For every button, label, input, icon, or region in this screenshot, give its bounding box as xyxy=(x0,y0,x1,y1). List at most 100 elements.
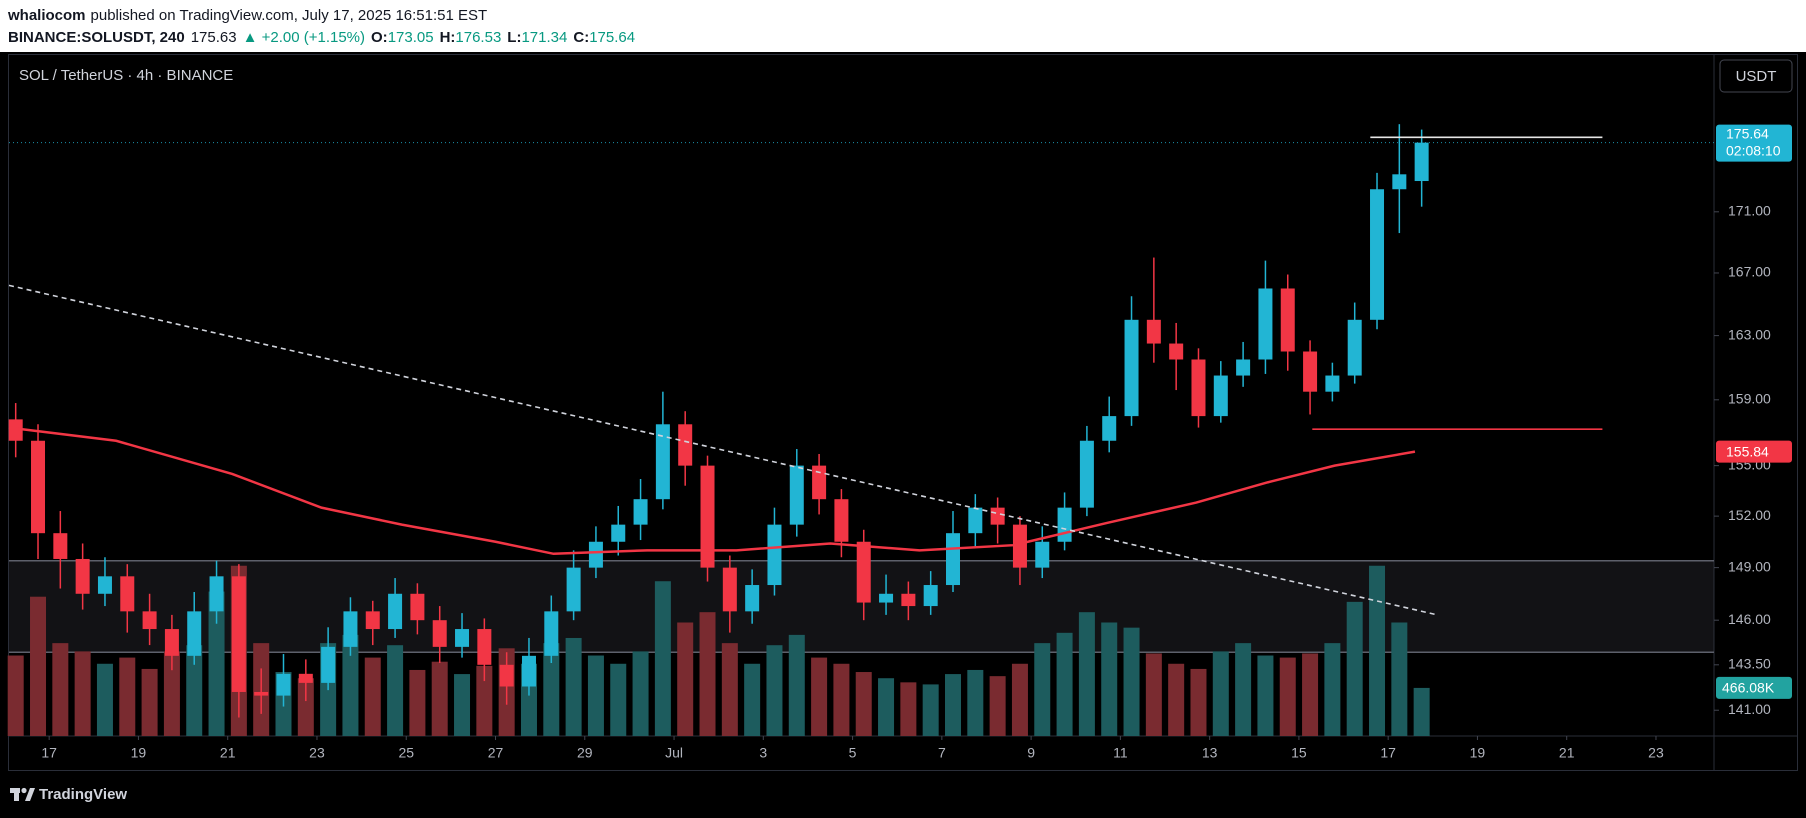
y-tick-label: 163.00 xyxy=(1728,326,1771,342)
volume-bar xyxy=(74,651,91,736)
y-tick-label: 171.00 xyxy=(1728,203,1771,219)
candle-body xyxy=(1213,375,1228,417)
volume-bar xyxy=(565,637,582,736)
candle-body xyxy=(1325,375,1340,392)
volume-bar xyxy=(967,669,984,736)
candle-body xyxy=(209,576,224,612)
candle-body xyxy=(1280,288,1295,352)
volume-bar xyxy=(900,682,917,736)
candle-body xyxy=(945,533,960,586)
symbol: BINANCE:SOLUSDT, 240 xyxy=(8,29,185,46)
candle-body xyxy=(633,499,648,525)
volume-bar xyxy=(855,672,872,736)
x-tick-label: 23 xyxy=(309,745,325,761)
currency-label[interactable]: USDT xyxy=(1736,68,1777,85)
x-tick-label: Jul xyxy=(665,745,683,761)
candle-body xyxy=(655,424,670,500)
volume-bar xyxy=(342,634,359,736)
candle-body xyxy=(1079,440,1094,508)
candle-body xyxy=(321,646,336,683)
x-tick-label: 13 xyxy=(1202,745,1218,761)
author: whaliocom xyxy=(7,7,86,24)
volume-bar xyxy=(632,651,649,736)
volume-bar xyxy=(878,678,895,736)
published: published on TradingView.com, July 17, 2… xyxy=(91,7,488,24)
volume-bar xyxy=(1078,612,1095,736)
volume-bar xyxy=(1011,663,1028,736)
volume-bar xyxy=(1101,622,1118,736)
volume-bar xyxy=(1257,655,1274,736)
candle-body xyxy=(566,567,581,612)
moving-average xyxy=(8,426,1416,556)
volume-bar xyxy=(1324,643,1341,736)
volume-bar xyxy=(1413,687,1430,736)
volume-bar xyxy=(297,678,314,736)
candle-body xyxy=(1057,507,1072,542)
change: ▲ +2.00 (+1.15%) xyxy=(243,29,365,46)
volume-bar xyxy=(677,622,694,736)
last: 175.63 xyxy=(191,29,237,46)
volume-bar xyxy=(163,651,180,736)
candle-body xyxy=(678,424,693,466)
candle-body xyxy=(544,611,559,656)
candle-body xyxy=(97,576,112,594)
candle-body xyxy=(767,524,782,586)
volume-bar xyxy=(1391,622,1408,736)
candle-body xyxy=(588,541,603,568)
last-price-box xyxy=(1716,124,1792,162)
volume-bar xyxy=(811,657,828,736)
x-tick-label: 17 xyxy=(41,745,57,761)
candle-body xyxy=(187,611,202,656)
candle-body xyxy=(298,673,313,683)
candle-body xyxy=(432,620,447,647)
x-tick-label: 19 xyxy=(131,745,147,761)
y-tick-label: 167.00 xyxy=(1728,264,1771,280)
candle-body xyxy=(31,440,46,534)
y-tick-label: 152.00 xyxy=(1728,507,1771,523)
x-tick-label: 7 xyxy=(938,745,946,761)
volume-bar xyxy=(1212,651,1229,736)
volume-bar xyxy=(699,612,716,736)
volume-bar xyxy=(476,665,493,736)
y-tick-label: 149.00 xyxy=(1728,558,1771,574)
volume-bar xyxy=(1056,632,1073,736)
candle-body xyxy=(120,576,135,612)
x-tick-label: 29 xyxy=(577,745,593,761)
candle-body xyxy=(521,655,536,687)
volume-bar xyxy=(1302,653,1319,736)
candle-body xyxy=(700,465,715,568)
volume-bar xyxy=(7,655,24,736)
x-tick-label: 21 xyxy=(1559,745,1575,761)
candle-body xyxy=(1102,416,1117,441)
x-tick-label: 27 xyxy=(488,745,504,761)
volume-bar xyxy=(431,661,448,736)
volume-bar xyxy=(833,663,850,736)
volume-box xyxy=(1716,676,1792,699)
candle-body xyxy=(142,611,157,630)
volume-bar xyxy=(96,663,113,736)
candle-body xyxy=(1236,359,1251,376)
x-tick-label: 17 xyxy=(1380,745,1396,761)
volume-label: 466.08K xyxy=(1722,680,1775,696)
currency-button[interactable] xyxy=(1719,59,1793,93)
volume-bar xyxy=(766,645,783,736)
x-tick-label: 23 xyxy=(1648,745,1664,761)
x-tick-label: 19 xyxy=(1470,745,1486,761)
candle-body xyxy=(365,611,380,630)
y-tick-label: 146.00 xyxy=(1728,611,1771,627)
logo-icon xyxy=(10,787,35,801)
volume-bar xyxy=(387,645,404,736)
candle-body xyxy=(499,664,514,687)
candle-body xyxy=(1012,524,1027,568)
volume-bar xyxy=(721,643,738,736)
candle-body xyxy=(1035,541,1050,568)
ohlc-value: 173.05 xyxy=(388,29,434,46)
x-tick-label: 11 xyxy=(1113,745,1128,761)
candle-body xyxy=(53,533,68,559)
volume-bar xyxy=(119,657,136,736)
candle-body xyxy=(75,558,90,594)
ohlc-key: H: xyxy=(440,29,456,46)
candle-body xyxy=(722,567,737,612)
candle-body xyxy=(856,541,871,603)
candle-body xyxy=(388,593,403,630)
